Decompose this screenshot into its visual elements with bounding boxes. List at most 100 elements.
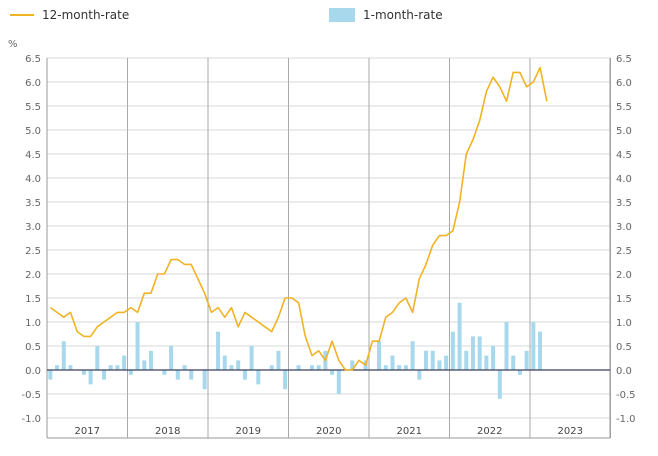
bar-1-month-rate <box>102 370 107 380</box>
bar-1-month-rate <box>88 370 93 385</box>
bar-1-month-rate <box>95 346 100 370</box>
bar-1-month-rate <box>511 355 516 370</box>
x-tick-label-year: 2018 <box>155 426 180 437</box>
bar-1-month-rate <box>162 370 167 375</box>
x-tick-label-year: 2022 <box>477 426 502 437</box>
bar-1-month-rate <box>169 346 174 370</box>
bar-1-month-rate <box>524 350 529 370</box>
bar-1-month-rate <box>377 341 382 370</box>
y-tick-label-left: 5.0 <box>25 126 41 137</box>
y-tick-label-left: 2.5 <box>25 246 41 257</box>
y-tick-label-left: 5.5 <box>25 102 41 113</box>
x-tick-label-year: 2019 <box>236 426 261 437</box>
bar-1-month-rate <box>444 355 449 370</box>
bar-1-month-rate <box>517 370 522 375</box>
y-tick-label-left: 1.5 <box>25 294 41 305</box>
bar-1-month-rate <box>403 365 408 370</box>
bar-1-month-rate <box>410 341 415 370</box>
y-tick-label-left: 3.5 <box>25 198 41 209</box>
bar-1-month-rate <box>68 365 73 370</box>
legend-item-12-month-rate[interactable]: 12-month-rate <box>10 8 129 22</box>
legend-item-1-month-rate[interactable]: 1-month-rate <box>329 8 443 22</box>
legend-line-swatch <box>10 14 34 16</box>
y-tick-label-left: -0.5 <box>21 390 41 401</box>
bar-1-month-rate <box>450 331 455 370</box>
y-tick-label-left: 1.0 <box>25 318 41 329</box>
x-tick-label-year: 2023 <box>558 426 583 437</box>
legend-label-12-month-rate: 12-month-rate <box>42 8 130 22</box>
bar-1-month-rate <box>249 346 254 370</box>
bar-1-month-rate <box>531 322 536 370</box>
bar-1-month-rate <box>256 370 261 385</box>
bar-1-month-rate <box>477 336 482 370</box>
bar-1-month-rate <box>484 355 489 370</box>
bar-1-month-rate <box>242 370 247 380</box>
bar-1-month-rate <box>336 370 341 394</box>
bar-1-month-rate <box>135 322 140 370</box>
bar-1-month-rate <box>470 336 475 370</box>
y-tick-label-right: 5.5 <box>616 102 632 113</box>
y-tick-label-right: 6.5 <box>616 54 632 65</box>
bar-1-month-rate <box>202 370 207 390</box>
y-tick-label-right: 1.0 <box>616 318 632 329</box>
y-tick-label-left: 3.0 <box>25 222 41 233</box>
bar-1-month-rate <box>464 350 469 370</box>
bar-1-month-rate <box>491 346 496 370</box>
bar-1-month-rate <box>81 370 86 375</box>
y-tick-label-right: 2.5 <box>616 246 632 257</box>
bar-1-month-rate <box>55 365 60 370</box>
bar-1-month-rate <box>189 370 194 380</box>
bar-1-month-rate <box>457 302 462 370</box>
legend-bar-swatch <box>329 8 355 22</box>
bar-1-month-rate <box>504 322 509 370</box>
bar-1-month-rate <box>128 370 133 375</box>
y-tick-label-right: -0.5 <box>616 390 636 401</box>
bar-1-month-rate <box>437 360 442 370</box>
bar-1-month-rate <box>175 370 180 380</box>
y-tick-label-right: 3.5 <box>616 198 632 209</box>
bar-1-month-rate <box>397 365 402 370</box>
y-tick-label-right: 3.0 <box>616 222 632 233</box>
bar-1-month-rate <box>430 350 435 370</box>
y-tick-label-left: 4.5 <box>25 150 41 161</box>
y-tick-label-right: 1.5 <box>616 294 632 305</box>
bar-1-month-rate <box>236 360 241 370</box>
bar-1-month-rate <box>182 365 187 370</box>
y-tick-label-left: 6.5 <box>25 54 41 65</box>
bar-1-month-rate <box>417 370 422 380</box>
y-tick-label-right: 4.5 <box>616 150 632 161</box>
bar-1-month-rate <box>497 370 502 399</box>
bar-1-month-rate <box>283 370 288 390</box>
bar-1-month-rate <box>142 360 147 370</box>
bar-1-month-rate <box>296 365 301 370</box>
y-tick-label-right: 4.0 <box>616 174 632 185</box>
bar-1-month-rate <box>48 370 53 380</box>
y-tick-label-right: 5.0 <box>616 126 632 137</box>
bar-1-month-rate <box>390 355 395 370</box>
y-tick-label-left: 0.0 <box>25 366 41 377</box>
y-tick-label-left: 4.0 <box>25 174 41 185</box>
bar-1-month-rate <box>216 331 221 370</box>
y-tick-label-left: 0.5 <box>25 342 41 353</box>
x-tick-label-year: 2021 <box>397 426 422 437</box>
y-tick-label-right: 0.5 <box>616 342 632 353</box>
y-tick-label-right: 0.0 <box>616 366 632 377</box>
y-unit-label: % <box>8 39 18 50</box>
bar-1-month-rate <box>269 365 274 370</box>
bar-1-month-rate <box>61 341 66 370</box>
bar-1-month-rate <box>538 331 543 370</box>
y-tick-label-right: -1.0 <box>616 414 636 425</box>
y-tick-label-left: -1.0 <box>21 414 41 425</box>
legend: 12-month-rate 1-month-rate <box>0 0 658 32</box>
bar-1-month-rate <box>316 365 321 370</box>
bar-1-month-rate <box>115 365 120 370</box>
bar-1-month-rate <box>229 365 234 370</box>
y-tick-label-right: 2.0 <box>616 270 632 281</box>
bar-1-month-rate <box>148 350 153 370</box>
y-tick-label-left: 2.0 <box>25 270 41 281</box>
bar-1-month-rate <box>122 355 127 370</box>
y-tick-label-right: 6.0 <box>616 78 632 89</box>
legend-label-1-month-rate: 1-month-rate <box>363 8 443 22</box>
y-tick-label-left: 6.0 <box>25 78 41 89</box>
